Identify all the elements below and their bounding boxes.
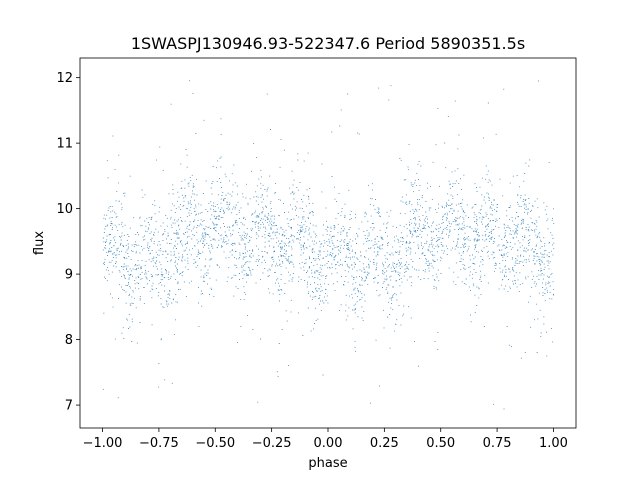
y-axis-label: flux xyxy=(32,231,47,255)
x-tick-label: −0.50 xyxy=(195,436,235,451)
x-tick-label: −0.75 xyxy=(139,436,179,451)
y-tick-label: 11 xyxy=(56,137,73,152)
scatter-points xyxy=(102,80,555,410)
x-tick-label: 0.25 xyxy=(370,436,399,451)
x-tick-label: 0.00 xyxy=(314,436,343,451)
x-axis: −1.00 −0.75 −0.50 −0.25 0.00 0.25 0.50 0.75 1.00 xyxy=(83,428,568,451)
data-points xyxy=(102,80,555,410)
y-tick-label: 8 xyxy=(65,333,73,348)
x-tick-label: 0.50 xyxy=(426,436,455,451)
y-tick-label: 7 xyxy=(65,399,73,414)
x-tick-label: −1.00 xyxy=(83,436,123,451)
y-tick-label: 9 xyxy=(65,268,73,283)
y-axis: 7 8 9 10 11 12 xyxy=(56,71,80,414)
chart-title: 1SWASPJ130946.93-522347.6 Period 5890351… xyxy=(131,34,525,53)
x-axis-label: phase xyxy=(308,456,347,471)
x-tick-label: 1.00 xyxy=(539,436,568,451)
x-tick-label: −0.25 xyxy=(252,436,292,451)
x-tick-label: 0.75 xyxy=(483,436,512,451)
y-tick-label: 10 xyxy=(56,202,73,217)
y-tick-label: 12 xyxy=(56,71,73,86)
